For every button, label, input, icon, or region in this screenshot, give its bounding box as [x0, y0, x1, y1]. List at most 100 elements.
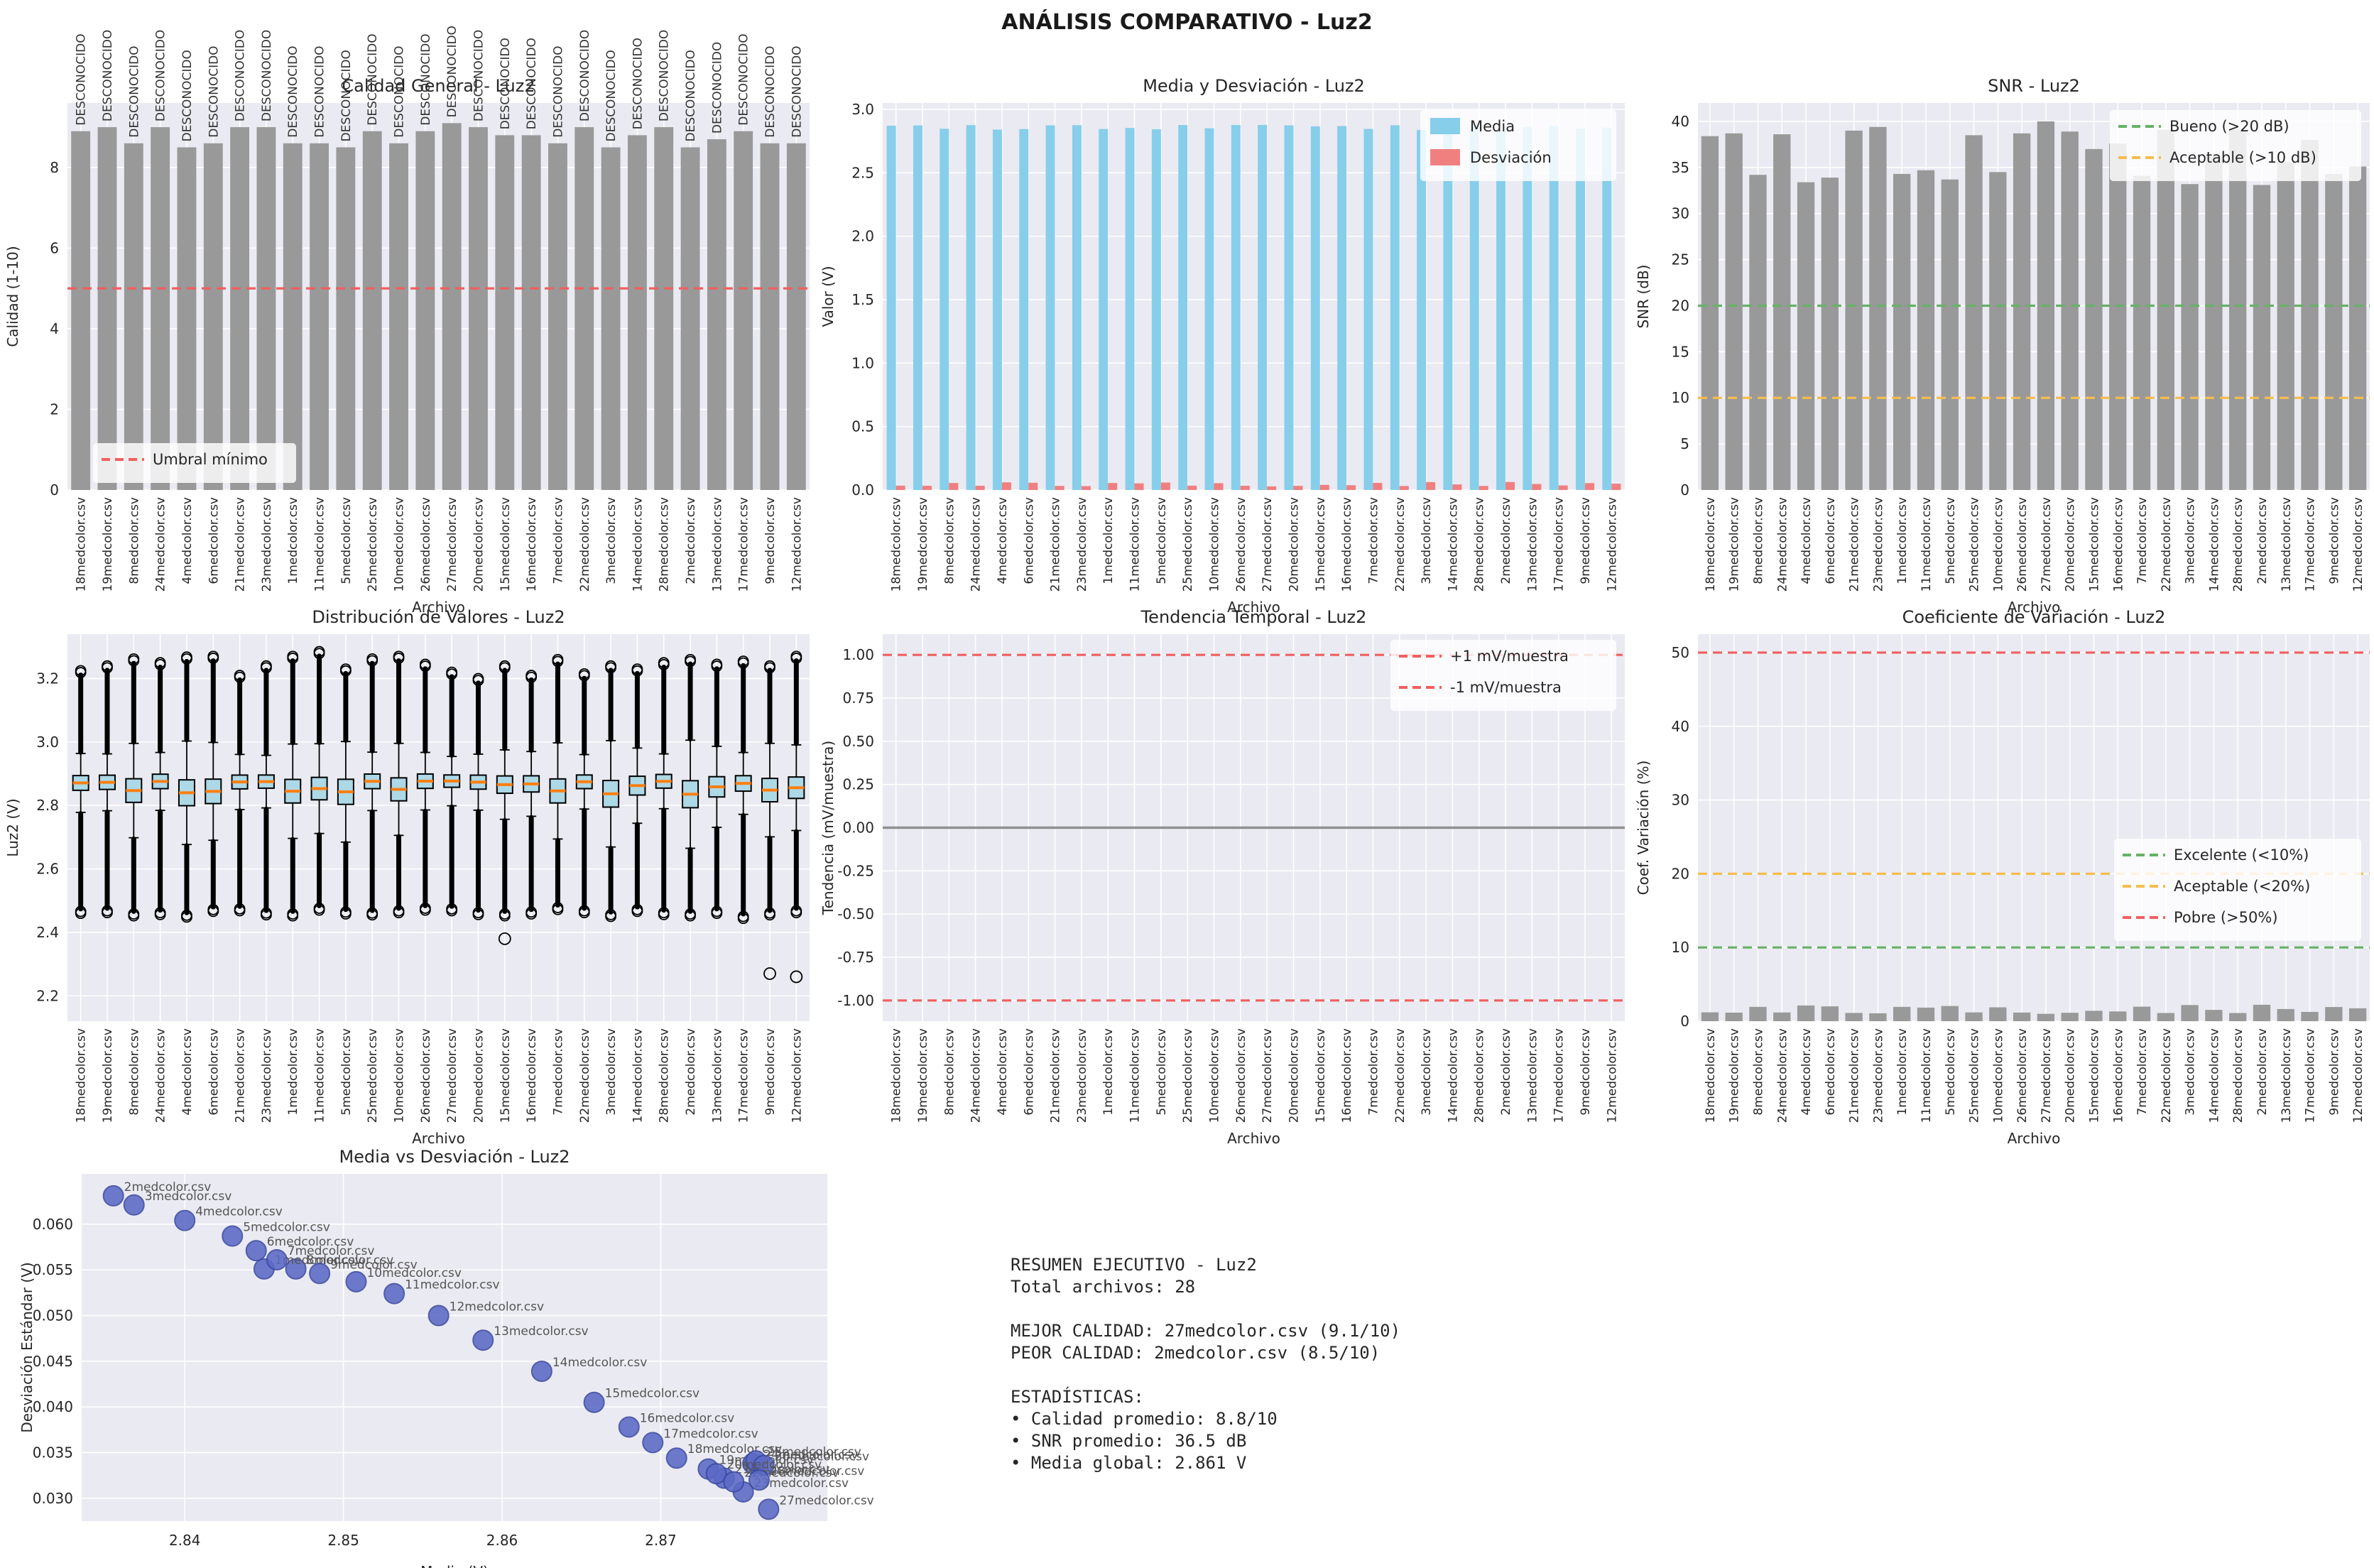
- x-tick-file-label: 26medcolor.csv: [1234, 1028, 1248, 1123]
- x-tick-file-label: 26medcolor.csv: [419, 497, 433, 592]
- y-axis-label: Valor (V): [820, 266, 837, 327]
- snr-bar: [1941, 179, 1959, 490]
- quality-bar: [177, 147, 197, 490]
- x-tick-file-label: 23medcolor.csv: [260, 1028, 274, 1123]
- media-bar: [1390, 125, 1400, 490]
- scatter-point-label: 7medcolor.csv: [288, 1244, 375, 1258]
- desviacion-bar: [1452, 484, 1462, 490]
- quality-bar: [654, 127, 674, 490]
- scatter-point-label: 10medcolor.csv: [366, 1266, 461, 1280]
- boxplot: [337, 663, 354, 920]
- x-tick-file-label: 6medcolor.csv: [207, 1028, 221, 1116]
- x-tick-file-label: 22medcolor.csv: [2160, 1028, 2174, 1123]
- x-tick-file-label: 18medcolor.csv: [890, 497, 904, 592]
- chart-title: SNR - Luz2: [1988, 76, 2080, 96]
- desviacion-bar: [1187, 485, 1197, 490]
- y-tick-label: 1.00: [842, 646, 874, 663]
- y-tick-label: 0: [50, 481, 59, 499]
- y-tick-label: -1.00: [837, 992, 874, 1009]
- media-bar: [913, 125, 922, 490]
- scatter-point: [174, 1209, 196, 1231]
- resumen-block: RESUMEN EJECUTIVO - Luz2 Total archivos:…: [1011, 1255, 1401, 1473]
- x-tick-file-label: 23medcolor.csv: [1871, 497, 1885, 592]
- outlier-point: [287, 910, 299, 922]
- media-bar: [1204, 128, 1214, 490]
- cv-bar: [1917, 1007, 1935, 1021]
- x-tick-file-label: 9medcolor.csv: [1579, 1028, 1593, 1116]
- boxplot: [125, 653, 143, 922]
- outlier-point: [181, 651, 192, 663]
- scatter-point: [123, 1194, 145, 1216]
- x-tick-file-label: 23medcolor.csv: [260, 497, 274, 592]
- y-tick-label: 25: [1672, 251, 1689, 268]
- x-tick-file-label: 4medcolor.csv: [1799, 497, 1814, 584]
- x-tick-file-label: 17medcolor.csv: [1552, 1028, 1567, 1123]
- desviacion-bar: [1293, 486, 1303, 490]
- snr-bar: [2325, 173, 2343, 490]
- desviacion-bar: [1001, 482, 1011, 490]
- media-bar: [1576, 129, 1586, 490]
- outlier-point: [313, 904, 325, 916]
- x-tick-file-label: 6medcolor.csv: [1824, 1028, 1838, 1116]
- snr-bar: [2013, 133, 2031, 491]
- scatter-point: [285, 1258, 307, 1280]
- outlier-point: [605, 660, 616, 672]
- quality-bar: [151, 127, 170, 490]
- snr-bar: [2301, 139, 2319, 490]
- x-tick-file-label: 8medcolor.csv: [942, 1028, 957, 1116]
- cv-bar: [1701, 1012, 1719, 1021]
- legend-label: Media: [1470, 118, 1515, 135]
- x-tick-file-label: 19medcolor.csv: [101, 1028, 115, 1123]
- x-tick-file-label: 2medcolor.csv: [2255, 1028, 2270, 1116]
- bar-value-label: DESCONOCIDO: [551, 45, 565, 137]
- scatter-point-label: 1medcolor.csv: [275, 1253, 362, 1268]
- desviacion-bar: [922, 486, 932, 490]
- bar-value-label: DESCONOCIDO: [445, 26, 459, 117]
- boxplot: [523, 670, 540, 920]
- x-tick-file-label: 27medcolor.csv: [1260, 1028, 1275, 1123]
- snr-bar: [1989, 172, 2007, 491]
- media-bar: [992, 129, 1002, 490]
- x-tick-file-label: 19medcolor.csv: [1728, 497, 1742, 592]
- media-bar: [1099, 129, 1109, 490]
- bar-value-label: DESCONOCIDO: [393, 45, 407, 137]
- outlier-point: [234, 670, 246, 681]
- chart-title: Media y Desviación - Luz2: [1143, 76, 1365, 96]
- x-axis-label: Archivo: [412, 599, 465, 616]
- quality-bar: [760, 143, 780, 491]
- x-tick-file-label: 24medcolor.csv: [969, 1028, 984, 1123]
- quality-bar: [575, 127, 594, 490]
- x-tick-file-label: 6medcolor.csv: [207, 497, 221, 584]
- x-tick-file-label: 18medcolor.csv: [1704, 1028, 1718, 1123]
- desviacion-bar: [1585, 483, 1595, 490]
- snr-bar: [1797, 182, 1815, 490]
- scatter-point-label: 15medcolor.csv: [605, 1387, 699, 1401]
- cv-bar: [1845, 1013, 1863, 1021]
- boxplot: [549, 653, 567, 915]
- y-tick-label: 0.030: [33, 1490, 73, 1507]
- y-axis-label: SNR (dB): [1635, 265, 1652, 329]
- cv-bar: [2348, 1008, 2367, 1021]
- snr-bar: [1845, 130, 1863, 490]
- x-tick-file-label: 2medcolor.csv: [2255, 497, 2270, 584]
- desviacion-bar: [1373, 482, 1383, 490]
- x-tick-file-label: 17medcolor.csv: [737, 497, 751, 592]
- x-tick-file-label: 20medcolor.csv: [472, 497, 486, 592]
- x-tick-file-label: 19medcolor.csv: [916, 497, 930, 592]
- bar-value-label: DESCONOCIDO: [737, 33, 751, 125]
- legend-box: [1390, 640, 1616, 711]
- x-tick-file-label: 17medcolor.csv: [2304, 497, 2318, 592]
- legend-label: Aceptable (<20%): [2174, 878, 2310, 895]
- x-tick-file-label: 4medcolor.csv: [1799, 1028, 1814, 1116]
- x-tick-file-label: 24medcolor.csv: [969, 497, 984, 592]
- scatter-point-label: 8medcolor.csv: [307, 1253, 394, 1268]
- y-tick-label: 4: [50, 320, 59, 337]
- y-tick-label: 1.5: [851, 291, 874, 308]
- snr-bar: [2061, 131, 2079, 490]
- x-tick-file-label: 3medcolor.csv: [604, 497, 619, 584]
- scatter-point-label: 27medcolor.csv: [779, 1493, 873, 1508]
- outlier-point: [737, 655, 749, 667]
- y-tick-label: 2.0: [851, 228, 874, 245]
- x-tick-file-label: 6medcolor.csv: [1022, 1028, 1036, 1116]
- x-tick-file-label: 22medcolor.csv: [1393, 1028, 1407, 1123]
